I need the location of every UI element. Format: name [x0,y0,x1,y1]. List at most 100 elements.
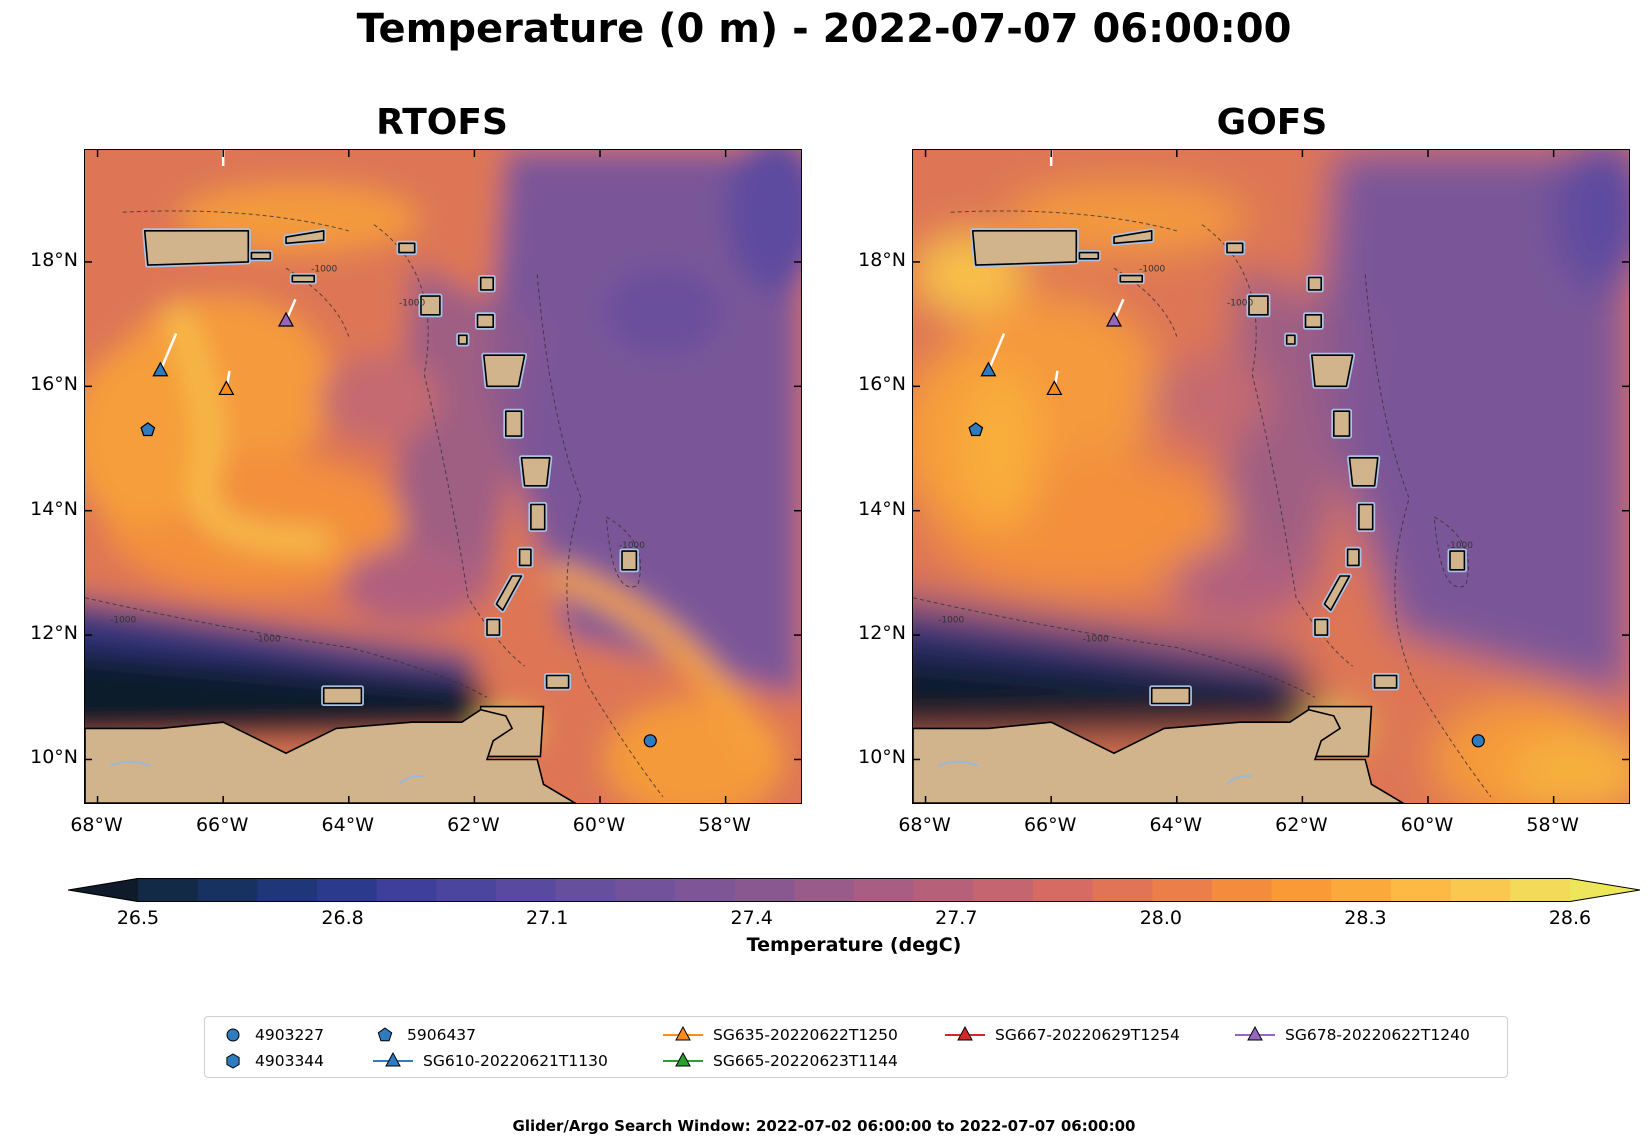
lon-tick-label: 62°W [447,814,500,836]
colorbar-segment [734,878,795,902]
colorbar-label: Temperature (degC) [746,934,962,956]
island-vieques [250,251,272,260]
colorbar-segment [1391,878,1452,902]
legend-marker-triangle-icon [373,1051,413,1067]
island-margarita [322,687,363,705]
legend-marker-triangle-icon [1235,1025,1275,1041]
island-virgin-islands [1113,230,1153,245]
island-grenadines [1323,575,1351,612]
landmasses [913,228,1467,803]
panel-title-gofs: GOFS [1216,102,1328,143]
island-martinique [520,456,551,487]
island-montserrat [1285,334,1296,345]
colorbar [67,878,1641,902]
legend-label: 5906437 [407,1026,477,1044]
bathymetry-label: -1000 [1139,264,1165,274]
legend-marker-pentagon-icon [377,1027,393,1042]
legend-item: 5906437 [373,1023,476,1047]
legend-marker-circle-icon [226,1028,240,1042]
colorbar-segment [615,878,676,902]
colorbar-segment [675,878,736,902]
track-SG610-20220621T1130 [987,333,1006,372]
lon-tick-label: 66°W [1023,814,1077,836]
legend-item: 4903344 [221,1049,324,1073]
colorbar-tick-label: 28.3 [1344,907,1387,929]
legend-label: SG678-20220622T1240 [1285,1026,1470,1044]
island-tobago [1373,674,1398,689]
island-antigua [476,314,495,328]
venezuela-coast [85,708,577,803]
lon-tick-label: 68°W [898,814,951,836]
island-anguilla [1226,242,1244,254]
track-SG610-20220621T1130 [159,333,178,372]
panel-title-rtofs: RTOFS [376,102,508,143]
legend-label: SG610-20220621T1130 [423,1052,608,1070]
lon-tick-label: 68°W [70,814,123,836]
legend-marker-triangle-icon [945,1025,985,1041]
island-st-vincent [518,548,532,567]
island-margarita [1150,687,1191,705]
colorbar-segment [496,878,557,902]
map-canvas-gofs: -1000 -1000 -1000 -1000 -1000 [913,150,1629,803]
island-virgin-islands [285,230,325,245]
bathymetry-label: -1000 [255,634,281,644]
legend-item: SG665-20220623T1144 [663,1049,898,1073]
colorbar-segment [794,878,855,902]
island-anguilla [398,242,416,254]
lat-tick-label: 14°N [858,497,906,520]
island-martinique [1348,456,1379,487]
island-barbados [621,550,638,571]
bathymetry-label: -1000 [938,616,964,626]
island-grenada [1314,618,1329,636]
island-guadeloupe [1310,354,1354,388]
lat-tick-label: 18°N [858,248,906,271]
lon-tick-label: 64°W [1149,814,1203,836]
island-barbuda [479,276,495,291]
island-puerto-rico [971,230,1078,266]
legend: 4903227 4903344 5906437 SG610-20220621T1130… [204,1016,1508,1078]
colorbar-segment [1331,878,1392,902]
lon-tick-label: 58°W [698,814,751,836]
lon-tick-label: 60°W [1400,814,1454,836]
legend-marker-hexagon-icon [226,1053,240,1069]
colorbar-tick-label: 27.1 [525,907,569,929]
legend-label: 4903227 [255,1026,325,1044]
map-gofs: -1000 -1000 -1000 -1000 -1000 [912,149,1630,804]
legend-label: SG665-20220623T1144 [713,1052,898,1070]
lat-tick-label: 14°N [30,497,78,520]
search-window-note: Glider/Argo Search Window: 2022-07-02 06… [512,1117,1136,1135]
colorbar-segment [854,878,915,902]
island-antigua [1304,314,1323,328]
legend-label: SG635-20220622T1250 [713,1026,898,1044]
legend-item: SG635-20220622T1250 [663,1023,898,1047]
island-barbados [1449,550,1466,571]
colorbar-segment [555,878,616,902]
bathymetry-label: -1000 [399,298,425,308]
lat-tick-label: 18°N [30,248,78,271]
colorbar-extend-min [68,878,138,902]
island-vieques [1078,251,1100,260]
lon-tick-label: 62°W [1275,814,1328,836]
bathymetry-label: -1000 [110,616,136,626]
colorbar-segment [376,878,437,902]
legend-item: SG610-20220621T1130 [373,1049,608,1073]
colorbar-tick-label: 28.6 [1548,907,1592,929]
platform-SG635-20220622T1250 [1046,380,1063,396]
island-st-croix [291,274,315,283]
colorbar-segment [317,878,378,902]
island-dominica [504,410,523,437]
colorbar-segment [1271,878,1332,902]
colorbar-segment [1212,878,1273,902]
legend-marker-triangle-icon [663,1051,703,1067]
colorbar-tick-label: 27.7 [935,907,978,929]
lon-tick-label: 58°W [1526,814,1579,836]
platform-SG610-20220621T1130 [980,361,997,377]
colorbar-segment [138,878,199,902]
colorbar-segment [973,878,1034,902]
temperature-field [913,150,1629,803]
platform-SG678-20220622T1240 [1105,311,1122,327]
island-tobago [545,674,570,689]
colorbar-segment [1152,878,1213,902]
island-st-croix [1119,274,1143,283]
lon-tick-label: 60°W [572,814,626,836]
